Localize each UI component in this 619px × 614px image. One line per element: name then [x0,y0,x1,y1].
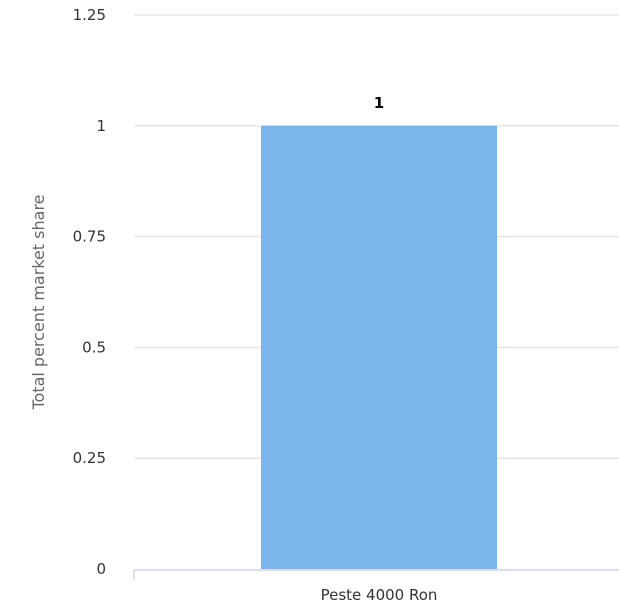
y-tick-label: 0.25 [73,449,106,467]
bars [261,125,497,570]
y-tick-label: 0 [96,560,106,578]
y-axis-ticks: 0 0.25 0.5 0.75 1 1.25 [73,6,106,578]
y-tick-label: 1.25 [73,6,106,24]
y-tick-label: 1 [96,117,106,135]
y-tick-label: 0.75 [73,228,106,246]
data-labels: 1 [374,94,384,112]
y-axis-title: Total percent market share [29,194,48,410]
x-tick-label: Peste 4000 Ron [321,586,438,604]
bar-data-label: 1 [374,94,384,112]
y-tick-label: 0.5 [82,338,106,356]
x-axis: Peste 4000 Ron [133,569,619,604]
bar [261,125,497,570]
